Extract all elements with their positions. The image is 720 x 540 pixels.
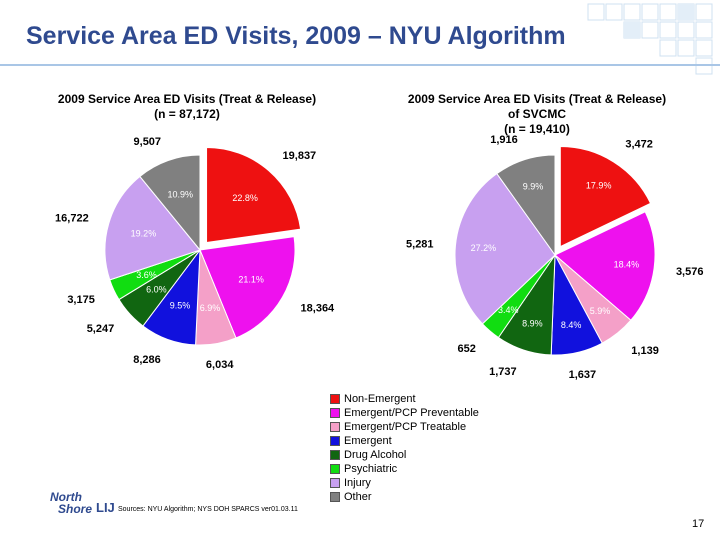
right-count-label-non-emergent: 3,472 xyxy=(625,138,653,150)
legend-item-injury: Injury xyxy=(330,476,479,490)
legend-item-psychiatric: Psychiatric xyxy=(330,462,479,476)
right-percent-label-psychiatric: 3.4% xyxy=(498,305,519,315)
right-percent-label-emergent: 8.4% xyxy=(561,320,582,330)
left-count-label-emergent-pcp-treatable: 6,034 xyxy=(206,359,234,371)
legend-item-emergent: Emergent xyxy=(330,434,479,448)
legend-label-non-emergent: Non-Emergent xyxy=(344,393,416,405)
right-percent-label-other: 9.9% xyxy=(523,181,544,191)
right-percent-label-emergent-pcp-preventable: 18.4% xyxy=(614,259,640,269)
legend: Non-Emergent Emergent/PCP Preventable Emer… xyxy=(330,392,479,504)
legend-swatch-emergent-pcp-treatable xyxy=(330,422,340,432)
left-pie: 22.8% 19,837 21.1% 18,364 6.9% 6,034 9.5% 8,286… xyxy=(55,136,335,371)
legend-label-emergent-pcp-treatable: Emergent/PCP Treatable xyxy=(344,421,467,433)
left-chart-title: 2009 Service Area ED Visits (Treat & Rel… xyxy=(22,92,352,122)
right-slice-emergent-pcp-preventable xyxy=(554,211,656,321)
right-percent-label-drug-alcohol: 8.9% xyxy=(522,318,543,328)
north-shore-lij-logo: North Shore LIJ xyxy=(44,488,124,522)
left-slice-injury xyxy=(104,175,201,281)
right-count-label-other: 1,916 xyxy=(490,134,518,146)
left-percent-label-emergent-pcp-preventable: 21.1% xyxy=(238,274,264,284)
left-count-label-other: 9,507 xyxy=(134,136,162,148)
left-count-label-psychiatric: 3,175 xyxy=(67,294,95,306)
right-chart-title: 2009 Service Area ED Visits (Treat & Rel… xyxy=(372,92,702,137)
legend-label-other: Other xyxy=(344,491,372,503)
left-percent-label-emergent: 9.5% xyxy=(170,300,191,310)
right-count-label-drug-alcohol: 1,737 xyxy=(489,366,517,378)
left-percent-label-emergent-pcp-treatable: 6.9% xyxy=(200,303,221,313)
left-count-label-injury: 16,722 xyxy=(55,213,89,225)
left-percent-label-non-emergent: 22.8% xyxy=(232,193,258,203)
legend-label-psychiatric: Psychiatric xyxy=(344,463,398,475)
logo-text-lij: LIJ xyxy=(96,500,115,515)
legend-swatch-non-emergent xyxy=(330,394,340,404)
left-percent-label-drug-alcohol: 6.0% xyxy=(146,285,167,295)
legend-swatch-drug-alcohol xyxy=(330,450,340,460)
left-slice-other xyxy=(139,154,201,252)
slide-number: 17 xyxy=(692,518,705,530)
legend-swatch-psychiatric xyxy=(330,464,340,474)
legend-item-drug-alcohol: Drug Alcohol xyxy=(330,448,479,462)
left-percent-label-psychiatric: 3.6% xyxy=(136,270,157,280)
right-count-label-emergent-pcp-treatable: 1,139 xyxy=(631,345,659,357)
legend-swatch-emergent xyxy=(330,436,340,446)
right-pie: 17.9% 3,472 18.4% 3,576 5.9% 1,139 8.4% 1,637 8.… xyxy=(406,134,703,381)
left-count-label-drug-alcohol: 5,247 xyxy=(87,323,115,335)
legend-item-other: Other xyxy=(330,490,479,504)
logo-text-north: North xyxy=(50,490,82,504)
left-slice-non-emergent xyxy=(206,146,302,244)
right-percent-label-non-emergent: 17.9% xyxy=(586,181,612,191)
right-chart-subtitle: of SVCMC xyxy=(508,107,566,121)
legend-swatch-injury xyxy=(330,478,340,488)
legend-label-emergent-pcp-preventable: Emergent/PCP Preventable xyxy=(344,407,479,419)
right-count-label-emergent-pcp-preventable: 3,576 xyxy=(676,266,704,278)
title-divider xyxy=(0,64,720,66)
left-count-label-non-emergent: 19,837 xyxy=(283,150,317,162)
right-count-label-emergent: 1,637 xyxy=(569,369,597,381)
left-percent-label-injury: 19.2% xyxy=(131,229,157,239)
right-percent-label-emergent-pcp-treatable: 5.9% xyxy=(590,306,611,316)
right-slice-non-emergent xyxy=(559,146,652,248)
logo-text-shore: Shore xyxy=(58,502,93,516)
legend-item-emergent-pcp-preventable: Emergent/PCP Preventable xyxy=(330,406,479,420)
legend-item-non-emergent: Non-Emergent xyxy=(330,392,479,406)
right-slice-injury xyxy=(454,172,556,325)
right-count-label-psychiatric: 652 xyxy=(457,343,475,355)
slide-title: Service Area ED Visits, 2009 – NYU Algor… xyxy=(26,22,566,50)
right-chart-title-line1: 2009 Service Area ED Visits (Treat & Rel… xyxy=(407,92,667,106)
left-chart-subtitle: (n = 87,172) xyxy=(154,107,220,121)
right-chart-subtitle2: (n = 19,410) xyxy=(504,122,570,136)
left-count-label-emergent-pcp-preventable: 18,364 xyxy=(301,303,336,315)
legend-label-drug-alcohol: Drug Alcohol xyxy=(344,449,407,461)
legend-label-emergent: Emergent xyxy=(344,435,392,447)
sources-note: Sources: NYU Algorithm; NYS DOH SPARCS v… xyxy=(118,506,298,513)
left-percent-label-other: 10.9% xyxy=(167,190,193,200)
legend-item-emergent-pcp-treatable: Emergent/PCP Treatable xyxy=(330,420,479,434)
left-slice-emergent-pcp-preventable xyxy=(199,236,296,339)
right-count-label-injury: 5,281 xyxy=(406,238,434,250)
left-chart-title-line1: 2009 Service Area ED Visits (Treat & Rel… xyxy=(57,92,317,106)
left-count-label-emergent: 8,286 xyxy=(133,354,161,366)
legend-label-injury: Injury xyxy=(344,477,371,489)
right-percent-label-injury: 27.2% xyxy=(471,243,497,253)
legend-swatch-other xyxy=(330,492,340,502)
legend-swatch-emergent-pcp-preventable xyxy=(330,408,340,418)
right-slice-other xyxy=(496,154,556,257)
